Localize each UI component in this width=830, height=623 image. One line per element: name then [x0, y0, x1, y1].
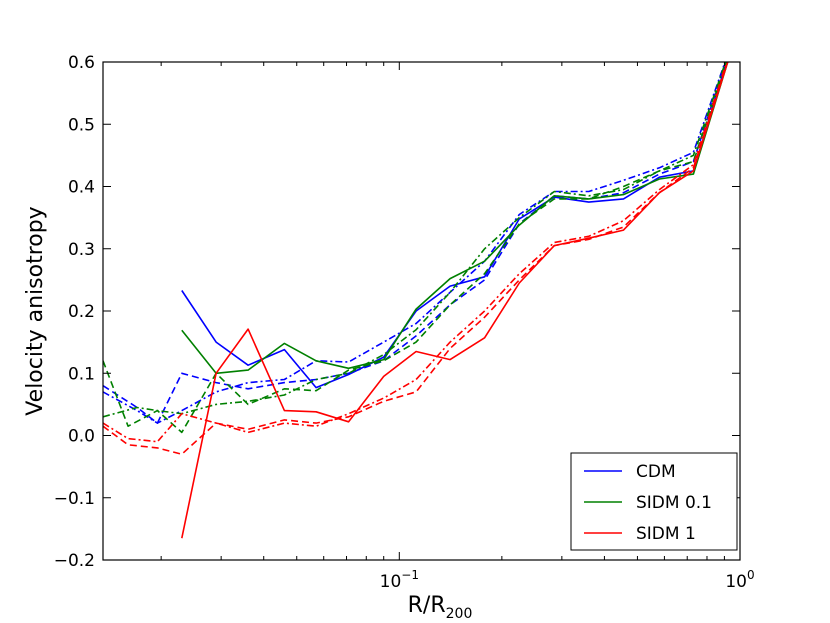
series-line-sidm-1-dashdot — [103, 62, 728, 443]
y-tick-label: 0.6 — [68, 53, 95, 73]
y-axis-label: Velocity anisotropy — [23, 206, 48, 415]
series-line-sidm-0-1-dashdot — [103, 62, 727, 418]
series-line-cdm-dashdot — [103, 62, 726, 424]
series-line-sidm-1-solid — [181, 62, 729, 539]
y-tick-label: −0.2 — [54, 551, 95, 571]
ticks-layer: −0.2 −0.1 0.0 0.1 0.2 0.3 0.4 0.5 0.6 10−1 100 — [54, 53, 755, 592]
legend-label: CDM — [636, 462, 676, 482]
legend-label: SIDM 1 — [636, 524, 696, 544]
x-axis-label-subscript: 200 — [446, 606, 473, 622]
x-axis-label-main: R/R — [408, 593, 446, 618]
series-line-cdm-solid — [181, 62, 728, 389]
series-line-sidm-1-dashed — [103, 62, 729, 456]
plot-frame — [102, 61, 741, 561]
y-tick-label: 0.4 — [68, 178, 95, 198]
series-line-sidm-0-1-dashed — [103, 62, 728, 434]
y-tick-label: 0.2 — [68, 302, 95, 322]
x-tick-label: 100 — [725, 568, 754, 592]
y-tick-label: −0.1 — [54, 489, 95, 509]
legend-label: SIDM 0.1 — [636, 493, 712, 513]
y-tick-label: 0.3 — [68, 240, 95, 260]
x-tick-label: 10−1 — [380, 568, 419, 592]
x-axis-label: R/R200 — [408, 593, 473, 622]
series-line-sidm-0-1-solid — [181, 62, 729, 375]
series-line-cdm-dashed — [103, 62, 727, 424]
series-layer — [103, 62, 729, 539]
legend: CDM SIDM 0.1 SIDM 1 — [570, 452, 738, 551]
y-tick-label: 0.0 — [68, 427, 95, 447]
y-tick-label: 0.5 — [68, 115, 95, 135]
y-tick-label: 0.1 — [68, 364, 95, 384]
